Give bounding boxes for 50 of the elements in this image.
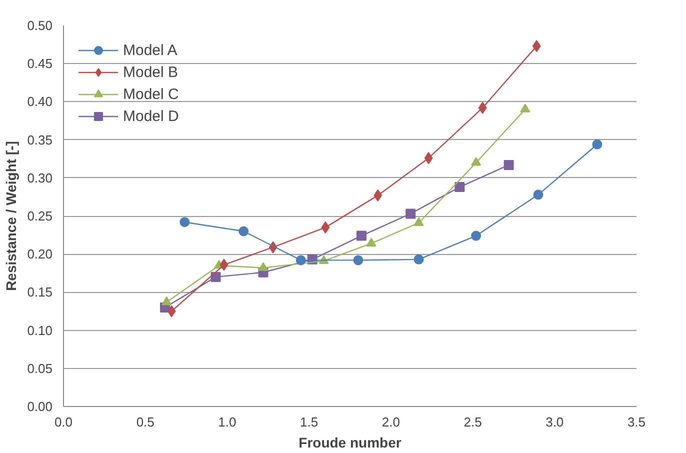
point	[220, 258, 228, 271]
point	[504, 160, 514, 170]
point	[366, 238, 376, 247]
y-tick-label: 0.40	[27, 94, 53, 110]
point	[471, 230, 482, 241]
point	[258, 262, 268, 271]
point	[414, 217, 424, 226]
x-tick-label: 0.0	[54, 414, 73, 430]
y-tick-label: 0.30	[27, 170, 53, 186]
y-tick-label: 0.10	[27, 322, 53, 338]
point	[162, 296, 172, 306]
point	[533, 190, 544, 200]
x-tick-label: 3.0	[546, 414, 564, 430]
y-tick-label: 0.35	[27, 132, 53, 148]
y-tick-label: 0.00	[27, 399, 53, 414]
point	[356, 230, 366, 241]
x-tick-label: 2.0	[382, 414, 400, 430]
point	[167, 305, 176, 318]
x-tick-label: 2.5	[464, 414, 482, 430]
point	[321, 221, 330, 234]
x-tick-label: 1.0	[218, 414, 236, 430]
y-tick-label: 0.25	[27, 208, 53, 224]
point	[353, 255, 364, 266]
y-tick-label: 0.15	[27, 284, 53, 300]
y-tick-label: 0.50	[27, 18, 53, 33]
x-tick-label: 3.5	[627, 414, 646, 430]
point	[520, 104, 530, 112]
point	[296, 255, 306, 266]
point	[532, 40, 541, 52]
y-tick-label: 0.45	[27, 56, 53, 72]
legend-label: Model B	[123, 64, 178, 80]
y-tick-label: 0.05	[27, 360, 53, 376]
point	[592, 139, 602, 150]
point	[478, 102, 487, 114]
point	[238, 226, 249, 236]
legend-label: Model D	[123, 108, 179, 124]
point	[414, 254, 424, 264]
point	[424, 152, 433, 164]
point	[210, 272, 221, 282]
point	[180, 217, 190, 228]
legend-label: Model C	[123, 86, 179, 102]
y-tick-label: 0.20	[27, 246, 53, 262]
point	[406, 208, 416, 219]
legend-label: Model A	[123, 42, 178, 58]
point	[454, 182, 465, 192]
x-axis-title: Froude number	[298, 434, 402, 450]
point	[471, 156, 482, 166]
x-tick-label: 1.5	[300, 414, 318, 430]
x-tick-label: 0.5	[136, 414, 154, 430]
y-axis-title: Resistance / Weight [-]	[3, 141, 20, 291]
